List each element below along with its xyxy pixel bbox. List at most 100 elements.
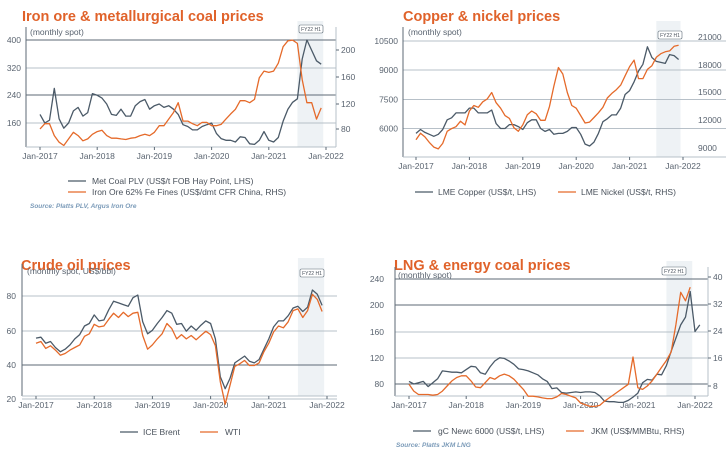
iron-ore-chart: 160 240 320 400 80 120 160 200 Jan-2017 Jan-2018 J… [7,21,355,210]
copper-nickel-panel: Copper & nickel prices 6000 7500 9000 10500… [363,0,726,233]
crude-oil-panel: Crude oil prices 20 40 60 80 Jan-2017 Jan-201… [0,234,363,467]
chart-title: Copper & nickel prices [403,9,561,25]
x-tick-label: Jan-2022 [665,161,701,171]
y-tick-label-right: 16 [713,353,723,363]
y-tick-label-left: 320 [7,63,21,73]
chart-title: LNG & energy coal prices [394,258,571,274]
chart-title: Crude oil prices [21,258,131,274]
x-tick-label: Jan-2018 [79,151,115,161]
y-tick-label-left: 240 [370,274,384,284]
y-tick-label-left: 240 [7,90,21,100]
legend-label: WTI [225,427,241,437]
x-tick-label: Jan-2021 [612,161,648,171]
chart-subtitle: (monthly spot, US$/bbl) [27,266,116,276]
x-tick-label: Jan-2017 [18,400,54,410]
legend-label: ICE Brent [143,427,180,437]
y-tick-label-left: 400 [7,35,21,45]
series-line-secondary [39,39,322,147]
legend-label: LME Nickel (US$/t, RHS) [581,187,676,197]
crude-oil-chart: 20 40 60 80 Jan-2017 Jan-2018 Jan-2019 Jan-2020… [7,258,345,437]
x-tick-label: Jan-2022 [308,151,344,161]
y-tick-label-right: 32 [713,299,723,309]
x-tick-label: Jan-2018 [76,400,112,410]
x-tick-label: Jan-2021 [251,151,287,161]
chart-subtitle: (monthly spot) [30,27,84,37]
period-badge-label: FY22 H1 [302,271,322,277]
chart-subtitle: (monthly spot) [408,27,462,37]
x-tick-label: Jan-2022 [677,400,713,410]
y-tick-label-right: 12000 [698,115,722,125]
x-tick-label: Jan-2020 [193,400,229,410]
x-tick-label: Jan-2021 [620,400,656,410]
y-tick-label-left: 160 [7,118,21,128]
y-tick-label-left: 160 [370,327,384,337]
y-tick-label-left: 9000 [379,65,398,75]
y-tick-label-left: 7500 [379,95,398,105]
y-tick-label-left: 10500 [374,36,398,46]
legend-label: Iron Ore 62% Fe Fines (US$/dmt CFR China… [92,187,286,197]
y-tick-label-right: 40 [713,272,723,282]
series-line-secondary [35,293,323,405]
x-tick-label: Jan-2017 [22,151,58,161]
legend-label: gC Newc 6000 (US$/t, LHS) [438,426,544,436]
y-tick-label-right: 9000 [698,143,717,153]
period-badge [657,30,683,40]
y-tick-label-right: 24 [713,326,723,336]
lng-coal-chart: 80 120 160 200 240 8 16 24 32 40 Jan-2017 Jan-2018 J… [370,261,723,449]
shaded-period [656,21,681,157]
series-line-primary [415,46,680,147]
y-tick-label-right: 21000 [698,32,722,42]
y-tick-label-left: 60 [7,326,17,336]
series-line-secondary [408,286,691,408]
series-line-primary [35,289,323,390]
x-tick-label: Jan-2020 [558,161,594,171]
series-line-primary [408,290,701,404]
x-tick-label: Jan-2017 [398,161,434,171]
period-badge-label: FY22 H1 [664,269,684,275]
lng-coal-panel: LNG & energy coal prices 80 120 160 200 240 8… [363,234,726,467]
legend-label: JKM (US$/MMBtu, RHS) [591,426,685,436]
x-tick-label: Jan-2019 [505,161,541,171]
x-tick-label: Jan-2020 [194,151,230,161]
y-tick-label-right: 18000 [698,60,722,70]
y-tick-label-left: 20 [7,394,17,404]
shaded-period [297,21,324,147]
chart-subtitle: (monthly spot) [398,270,452,280]
legend-label: Met Coal PLV (US$/t FOB Hay Point, LHS) [92,176,254,186]
y-tick-label-left: 6000 [379,124,398,134]
x-tick-label: Jan-2021 [251,400,287,410]
period-badge [299,268,325,278]
copper-nickel-chart: 6000 7500 9000 10500 9000 12000 15000 18000 2100… [374,21,726,197]
series-line-secondary [415,44,679,150]
x-tick-label: Jan-2019 [135,400,171,410]
y-tick-label-right: 15000 [698,87,722,97]
x-tick-label: Jan-2018 [448,400,484,410]
source-note: Source: Platts PLV, Argus Iron Ore [30,203,137,210]
series-line-primary [39,39,322,146]
y-tick-label-left: 200 [370,300,384,310]
x-tick-label: Jan-2019 [506,400,542,410]
y-tick-label-left: 40 [7,360,17,370]
period-badge-label: FY22 H1 [660,33,680,39]
y-tick-label-left: 120 [370,353,384,363]
period-badge-label: FY22 H1 [301,27,321,33]
x-tick-label: Jan-2022 [309,400,345,410]
iron-ore-panel: Iron ore & metallurgical coal prices 160… [0,0,363,233]
x-tick-label: Jan-2020 [563,400,599,410]
y-tick-label-right: 160 [341,72,355,82]
period-badge [298,24,324,34]
x-tick-label: Jan-2019 [137,151,173,161]
legend-label: LME Copper (US$/t, LHS) [438,187,536,197]
y-tick-label-right: 120 [341,99,355,109]
shaded-period [297,258,325,396]
period-badge [661,266,687,276]
y-tick-label-right: 200 [341,45,355,55]
y-tick-label-left: 80 [375,379,385,389]
y-tick-label-right: 80 [341,124,351,134]
x-tick-label: Jan-2017 [391,400,427,410]
chart-title: Iron ore & metallurgical coal prices [22,9,264,25]
x-tick-label: Jan-2018 [452,161,488,171]
y-tick-label-left: 80 [7,291,17,301]
source-note: Source: Platts JKM LNG [396,442,471,449]
y-tick-label-right: 8 [713,381,718,391]
